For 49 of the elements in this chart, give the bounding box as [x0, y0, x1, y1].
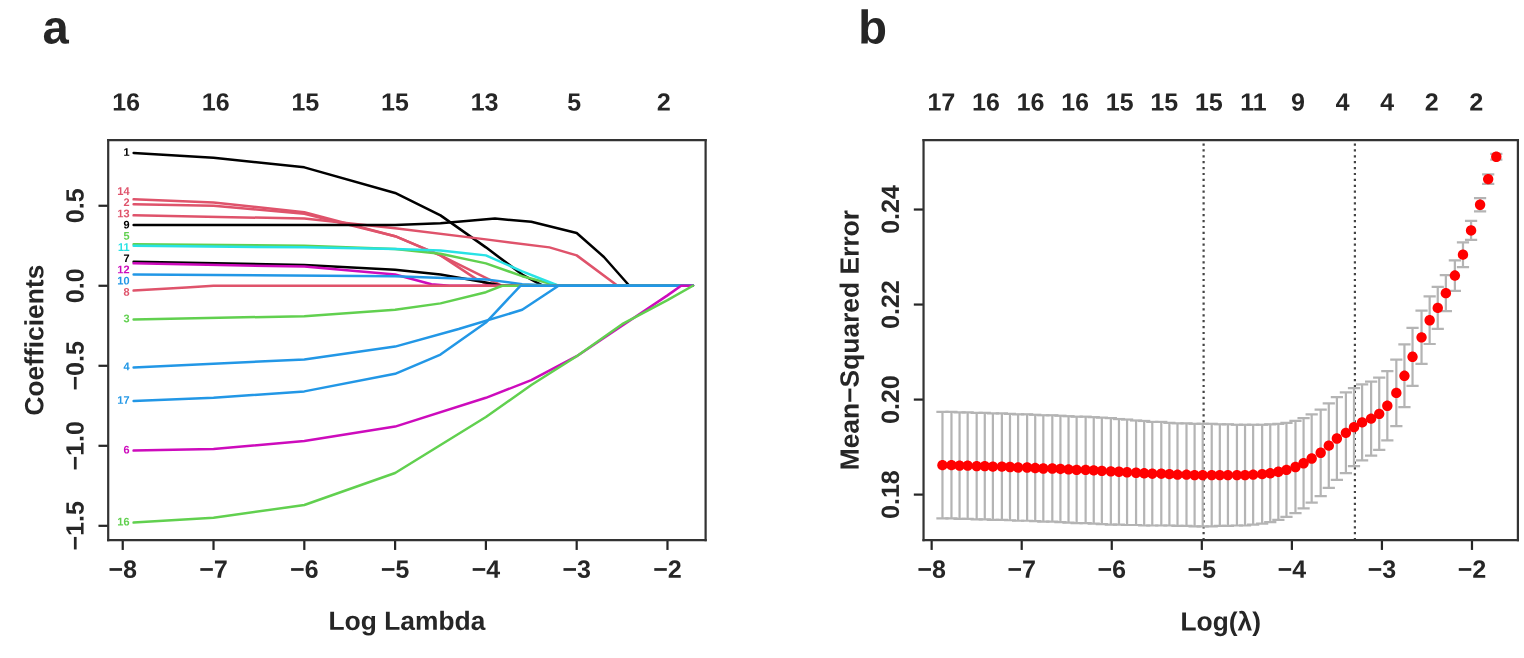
y-tick-label: 0.20	[881, 376, 900, 423]
text: 16	[973, 93, 999, 111]
x-tick-label: −5	[1188, 560, 1216, 579]
text: 17	[929, 93, 955, 111]
x-tick-label: −7	[200, 560, 227, 578]
text: 2	[1425, 93, 1438, 111]
x-tick-label: −3	[563, 560, 591, 579]
x-tick-label: −8	[109, 560, 137, 579]
x-axis-title: Log(λ)	[1182, 610, 1260, 637]
y-tick-label: 0.22	[881, 281, 900, 328]
x-tick-label: −5	[381, 560, 409, 579]
text: 15	[1151, 93, 1178, 111]
text: 11	[1241, 93, 1266, 111]
text: 15	[382, 93, 409, 111]
x-tick-label: −6	[291, 560, 318, 579]
x-tick-label: −4	[1278, 560, 1306, 578]
text: 13	[472, 93, 498, 111]
x-tick-label: −2	[654, 560, 681, 578]
x-tick-label: −2	[1458, 560, 1486, 578]
text: 15	[1196, 93, 1223, 111]
text: 9	[1291, 93, 1305, 111]
x-tick-label: −6	[1098, 560, 1126, 579]
x-tick-label: −4	[472, 560, 501, 578]
y-axis-title: Coefficients	[24, 265, 44, 415]
text: 16	[203, 93, 229, 111]
x-tick-label: −7	[1008, 560, 1035, 578]
x-tick-label: −8	[918, 560, 946, 579]
text: 4	[1380, 93, 1394, 111]
x-axis-title: Log Lambda	[330, 610, 486, 636]
text: 2	[657, 93, 670, 111]
y-tick-label: 0.18	[881, 471, 900, 518]
y-tick-label: 0.0	[66, 269, 84, 303]
chart-title: a	[43, 18, 70, 44]
text: 16	[113, 93, 140, 111]
text: 16	[1018, 93, 1044, 111]
y-tick-label: 0.5	[66, 189, 84, 223]
chart-title: b	[861, 9, 886, 44]
text: 5	[568, 93, 581, 111]
y-tick-label: 0.24	[881, 185, 900, 233]
y-tick-label: −1.0	[66, 422, 84, 470]
x-tick-label: −3	[1368, 560, 1396, 579]
y-tick-label: −1.5	[66, 501, 84, 550]
y-axis-title: Mean−Squared Error	[839, 210, 865, 469]
text: 15	[1107, 93, 1133, 111]
text: 2	[1470, 93, 1483, 111]
text: 4	[1336, 93, 1350, 111]
text: 16	[1062, 93, 1089, 111]
y-tick-label: −0.5	[66, 341, 84, 390]
text: 15	[293, 93, 319, 111]
